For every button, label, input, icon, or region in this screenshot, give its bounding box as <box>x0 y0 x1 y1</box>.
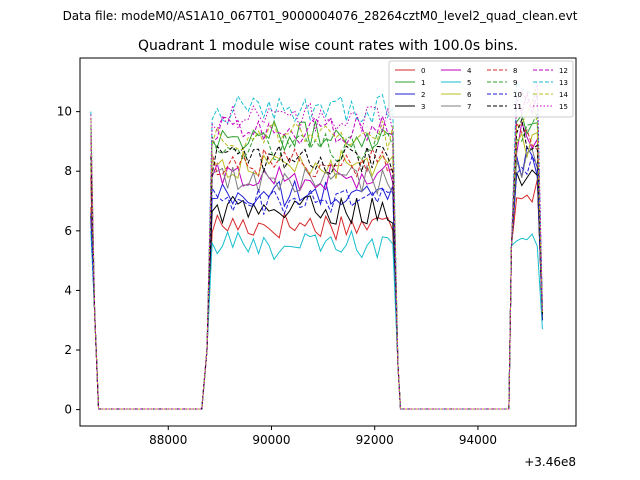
chart-title: Quadrant 1 module wise count rates with … <box>138 38 518 54</box>
legend-label: 6 <box>467 91 472 99</box>
series-line-15 <box>90 80 543 410</box>
legend-label: 9 <box>513 79 517 87</box>
legend-label: 13 <box>559 79 568 87</box>
legend-label: 14 <box>559 91 568 99</box>
legend-box <box>388 60 574 118</box>
x-axis-offset-label: +3.46e8 <box>524 455 576 469</box>
legend-label: 8 <box>513 67 517 75</box>
axis-layer: 88000 90000 92000 94000 0 2 4 6 8 10 <box>57 105 497 447</box>
y-tick-label: 4 <box>64 283 72 297</box>
plot-frame <box>79 57 577 427</box>
legend-label: 15 <box>559 103 568 111</box>
x-tick-label: 88000 <box>149 433 187 447</box>
y-tick-label: 0 <box>64 403 72 417</box>
plot-area <box>80 58 576 426</box>
y-tick-label: 2 <box>64 343 72 357</box>
x-tick-label: 92000 <box>356 433 394 447</box>
series-layer <box>90 80 543 410</box>
y-tick-label: 10 <box>57 105 72 119</box>
legend-label: 11 <box>513 103 522 111</box>
legend-label: 1 <box>421 79 425 87</box>
legend-label: 12 <box>559 67 568 75</box>
x-tick-label: 94000 <box>459 433 497 447</box>
legend-label: 3 <box>421 103 425 111</box>
figure-suptitle: Data file: modeM0/AS1A10_067T01_90000040… <box>63 9 578 23</box>
legend-label: 10 <box>513 91 522 99</box>
legend-label: 7 <box>467 103 471 111</box>
legend-label: 5 <box>467 79 471 87</box>
y-tick-label: 8 <box>64 164 72 178</box>
legend-label: 2 <box>421 91 425 99</box>
legend-label: 4 <box>467 67 472 75</box>
y-tick-label: 6 <box>64 224 72 238</box>
x-tick-label: 90000 <box>252 433 290 447</box>
legend-label: 0 <box>421 67 425 75</box>
